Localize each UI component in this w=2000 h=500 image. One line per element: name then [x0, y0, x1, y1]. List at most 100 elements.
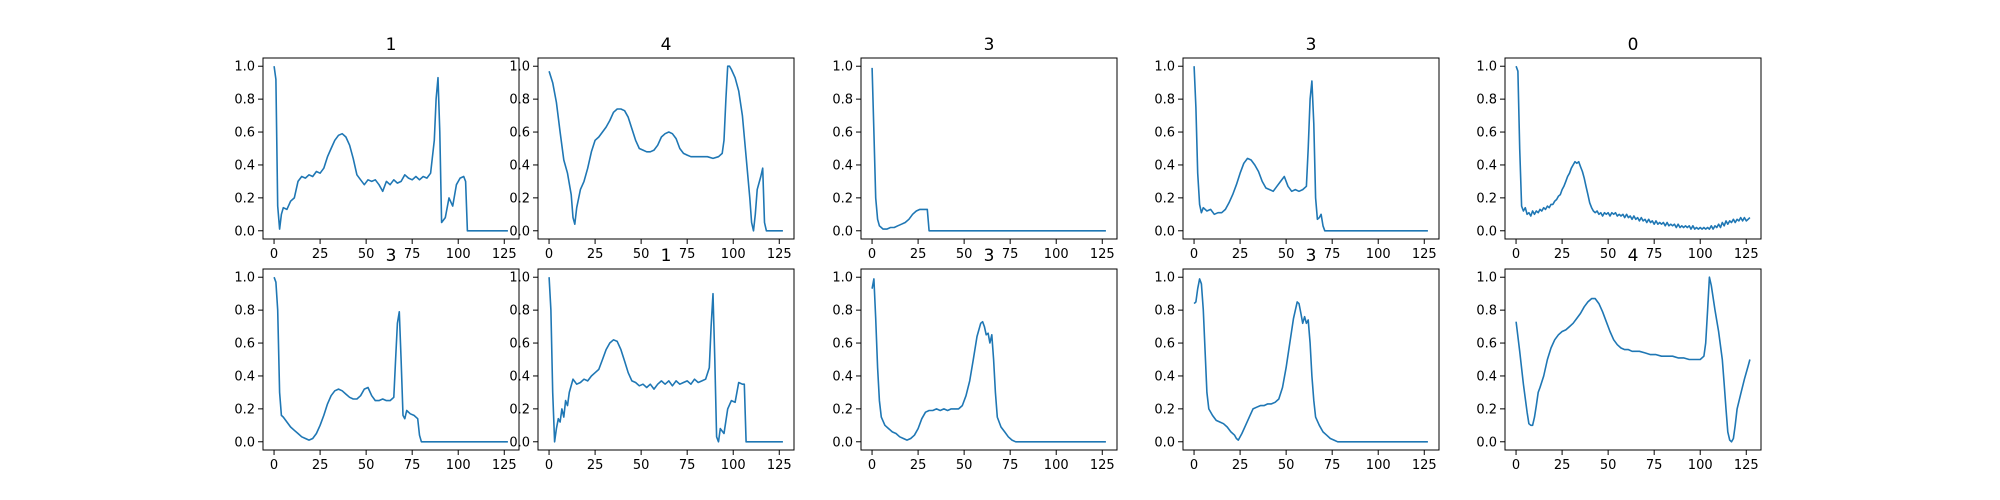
x-tick-label: 100: [1044, 458, 1069, 473]
subplot-8: 3 0.0 0.2 0.4 0.6 0.8 1.0 0 25 50 75 100 125: [832, 246, 1118, 473]
series-line: [1515, 276, 1751, 443]
x-tick-label: 50: [633, 458, 650, 473]
x-tick-label: 125: [1090, 458, 1115, 473]
x-tick-label: 25: [587, 458, 604, 473]
y-tick-label: 0.2: [1154, 191, 1175, 206]
y-tick-label: 0.2: [1154, 402, 1175, 417]
x-tick-label: 100: [1366, 458, 1391, 473]
subplot-title: 1: [661, 246, 672, 266]
y-tick-label: 0.4: [1154, 158, 1175, 173]
series-line: [273, 276, 508, 443]
subplot-7: 1 0.0 0.2 0.4 0.6 0.8 1.0 0 25 50 75 100 125: [509, 246, 795, 473]
series-line: [871, 67, 1106, 232]
y-tick-label: 0.4: [234, 158, 255, 173]
x-tick-label: 75: [1002, 458, 1019, 473]
y-tick-label: 0.8: [1154, 93, 1175, 108]
x-tick-label: 100: [721, 247, 746, 262]
x-tick-label: 0: [270, 458, 278, 473]
x-tick-label: 50: [633, 247, 650, 262]
x-tick-label: 0: [1512, 458, 1520, 473]
y-tick-label: 0.8: [832, 304, 853, 319]
x-tick-label: 100: [721, 458, 746, 473]
y-tick-label: 0.6: [509, 337, 530, 352]
x-tick-label: 0: [545, 458, 553, 473]
x-tick-label: 125: [492, 247, 517, 262]
y-tick-label: 0.6: [234, 126, 255, 141]
series-line: [1193, 278, 1428, 443]
x-tick-label: 125: [492, 458, 517, 473]
x-tick-label: 125: [1734, 458, 1759, 473]
axes-frame: [860, 57, 1118, 240]
x-tick-label: 0: [1190, 458, 1198, 473]
y-tick-label: 0.2: [832, 402, 853, 417]
series-line: [1193, 66, 1428, 232]
x-tick-label: 125: [1412, 458, 1437, 473]
x-tick-label: 50: [358, 247, 375, 262]
x-tick-label: 100: [1688, 458, 1713, 473]
x-tick-label: 50: [956, 247, 973, 262]
y-tick-label: 0.8: [1476, 93, 1497, 108]
x-tick-label: 25: [910, 458, 927, 473]
x-tick-label: 75: [1646, 458, 1663, 473]
subplot-10: 4 0.0 0.2 0.4 0.6 0.8 1.0 0 25 50 75 100 125: [1476, 246, 1762, 473]
y-tick-label: 0.6: [1476, 126, 1497, 141]
x-tick-label: 125: [1734, 247, 1759, 262]
y-tick-label: 0.4: [832, 158, 853, 173]
x-tick-label: 100: [446, 247, 471, 262]
x-tick-label: 0: [1190, 247, 1198, 262]
subplot-2: 4 0.0 0.2 0.4 0.6 0.8 1.0 0 25 50 75 100 125: [509, 35, 795, 262]
x-tick-label: 125: [767, 247, 792, 262]
y-tick-label: 0.0: [1154, 435, 1175, 450]
series-line: [1515, 65, 1751, 230]
axes-frame: [537, 57, 795, 240]
subplot-title: 3: [1306, 246, 1317, 266]
x-tick-label: 75: [404, 247, 421, 262]
x-tick-label: 100: [1366, 247, 1391, 262]
y-tick-label: 1.0: [234, 60, 255, 75]
y-tick-label: 0.4: [832, 369, 853, 384]
y-tick-label: 1.0: [1154, 60, 1175, 75]
y-tick-label: 0.0: [509, 435, 530, 450]
y-tick-label: 0.8: [509, 304, 530, 319]
y-tick-label: 0.6: [1154, 337, 1175, 352]
x-tick-label: 75: [404, 458, 421, 473]
y-tick-label: 1.0: [1154, 271, 1175, 286]
x-tick-label: 25: [1554, 247, 1571, 262]
subplot-4: 3 0.0 0.2 0.4 0.6 0.8 1.0 0 25 50 75 100 125: [1154, 35, 1440, 262]
series-line: [273, 66, 508, 232]
y-tick-label: 0.6: [234, 337, 255, 352]
subplot-title: 4: [1628, 246, 1639, 266]
x-tick-label: 0: [868, 247, 876, 262]
y-tick-label: 0.4: [1476, 369, 1497, 384]
x-tick-label: 75: [679, 247, 696, 262]
x-tick-label: 0: [270, 247, 278, 262]
x-tick-label: 25: [312, 458, 329, 473]
x-tick-label: 25: [910, 247, 927, 262]
y-tick-label: 0.4: [509, 369, 530, 384]
x-tick-label: 50: [1278, 247, 1295, 262]
subplot-title: 3: [1306, 35, 1317, 55]
axes-frame: [860, 268, 1118, 451]
subplot-title: 3: [984, 35, 995, 55]
y-tick-label: 0.0: [1154, 224, 1175, 239]
x-tick-label: 25: [1232, 458, 1249, 473]
x-tick-label: 75: [1324, 458, 1341, 473]
subplot-grid: 1 0.0 0.2 0.4 0.6 0.8 1.0 0 25 50 75 100 125 4 0.0 0.2 0…: [234, 35, 1762, 473]
y-tick-label: 1.0: [1476, 271, 1497, 286]
y-tick-label: 0.0: [234, 435, 255, 450]
y-tick-label: 1.0: [832, 271, 853, 286]
x-tick-label: 50: [358, 458, 375, 473]
y-tick-label: 0.2: [509, 402, 530, 417]
subplot-title: 3: [984, 246, 995, 266]
x-tick-label: 75: [1002, 247, 1019, 262]
y-tick-label: 0.8: [509, 93, 530, 108]
x-tick-label: 125: [1412, 247, 1437, 262]
y-tick-label: 0.0: [1476, 435, 1497, 450]
x-tick-label: 50: [956, 458, 973, 473]
y-tick-label: 0.4: [1154, 369, 1175, 384]
y-tick-label: 0.8: [1476, 304, 1497, 319]
x-tick-label: 50: [1278, 458, 1295, 473]
y-tick-label: 0.2: [832, 191, 853, 206]
x-tick-label: 125: [767, 458, 792, 473]
x-tick-label: 100: [1688, 247, 1713, 262]
